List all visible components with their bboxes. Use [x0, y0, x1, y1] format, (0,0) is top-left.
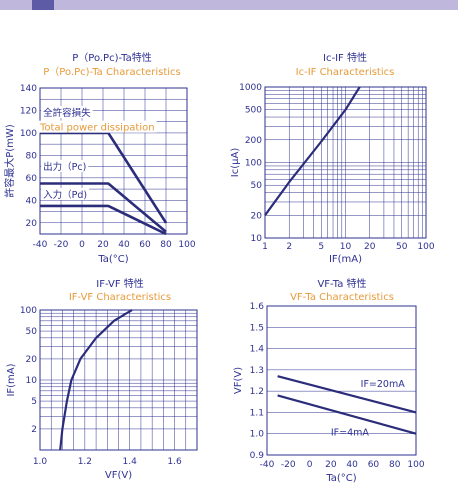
chart-1-annotation-total-jp: 全許容損失	[43, 107, 91, 119]
chart-1-annotation-input: 入力（Pd)	[43, 189, 87, 201]
chart-1-xtick-label: 0	[79, 240, 85, 250]
chart-3-xtick-label: 1.2	[78, 457, 92, 467]
chart-4-xtick-label: -40	[260, 460, 275, 470]
chart-2-xtick-label: 100	[417, 242, 434, 252]
chart-2-ytick-label: 20	[251, 211, 263, 221]
chart-2-series-1-line	[264, 86, 361, 216]
chart-2-xtick-label: 1	[262, 242, 268, 252]
chart-4-xlabel: Ta(°C)	[325, 473, 356, 484]
chart-2-xtick-label: 10	[340, 242, 352, 252]
chart-3-xtick-label: 1.0	[33, 457, 48, 467]
chart-4-ytick-label: 0.9	[250, 451, 265, 461]
chart-1-xtick-label: 60	[139, 240, 151, 250]
chart-2-frame	[264, 86, 427, 239]
chart-4-xtick-label: 40	[346, 460, 358, 470]
chart-2-subtitle: Ic-IF Characteristics	[296, 67, 395, 78]
chart-3-ytick-label: 100	[20, 306, 37, 316]
chart-3-ytick-label: 2	[31, 425, 37, 435]
chart-2-xtick-label: 2	[286, 242, 292, 252]
chart-4-subtitle: VF-Ta Characteristics	[290, 292, 394, 303]
chart-1-ytick-label: 60	[26, 174, 38, 184]
chart-4-xtick-label: 0	[307, 460, 313, 470]
chart-1-frame	[39, 87, 188, 235]
chart-3-ytick-label: 5	[31, 397, 37, 407]
chart-1-ytick-label: 80	[26, 151, 38, 161]
chart-3-ytick-label: 20	[26, 355, 38, 365]
chart-1-xtick-label: -40	[33, 240, 48, 250]
chart-4-series-2-label: IF=4mA	[331, 427, 370, 438]
chart-1-series-1-line	[40, 131, 168, 224]
chart-1-annotation-total-jp-bg	[41, 106, 93, 119]
chart-4-ytick-label: 1.3	[250, 366, 264, 376]
chart-1-xtick-label: -20	[54, 240, 69, 250]
chart-4-series-1-label: IF=20mA	[361, 379, 406, 390]
chart-2-xtick-label: 50	[396, 242, 408, 252]
chart-3-xtick-label: 1.4	[123, 457, 138, 467]
chart-4-xtick-label: -20	[281, 460, 296, 470]
chart-4-xtick-label: 100	[407, 460, 424, 470]
chart-1-annotation-input-bg	[41, 188, 90, 201]
chart-3-xtick-label: 1.6	[167, 457, 182, 467]
chart-2-title: Ic-IF 特性	[323, 51, 367, 64]
chart-1-xtick-label: 80	[160, 240, 172, 250]
chart-3-ytick-label: 50	[26, 327, 38, 337]
chart-1-series-2-line	[40, 182, 167, 233]
chart-4-series-1-line	[277, 375, 417, 414]
chart-1-title: P（Po.Pc)-Ta特性	[72, 51, 152, 64]
chart-4-xtick-label: 80	[389, 460, 401, 470]
chart-2-xtick-label: 20	[364, 242, 376, 252]
chart-4-ytick-label: 1.5	[250, 323, 264, 333]
chart-3-frame	[39, 309, 198, 451]
chart-2-ytick-label: 1000	[239, 83, 262, 93]
chart-1-annotation-output-bg	[41, 159, 89, 172]
chart-2-xtick-label: 5	[318, 242, 324, 252]
chart-1-annotation-total-en-bg	[38, 120, 157, 133]
chart-4-ytick-label: 1.4	[250, 345, 265, 355]
chart-2-ytick-label: 100	[245, 159, 262, 169]
chart-2-ytick-label: 500	[245, 106, 262, 116]
chart-4-ylabel: VF(V)	[233, 367, 244, 394]
chart-4-xtick-label: 20	[325, 460, 337, 470]
chart-2-ytick-label: 10	[251, 234, 263, 244]
chart-2-ylabel: Ic(μA)	[230, 148, 241, 178]
chart-1-series-3-line	[40, 204, 167, 236]
chart-1-ytick-label: 100	[20, 129, 37, 139]
chart-2-grid	[264, 86, 427, 239]
top-banner	[0, 0, 458, 10]
chart-1-ytick-label: 120	[20, 106, 37, 116]
chart-3-title: IF-VF 特性	[96, 277, 144, 290]
chart-1-annotation-output: 出力（Pc)	[43, 161, 86, 173]
chart-1-xtick-label: 40	[118, 240, 130, 250]
chart-1-xtick-label: 100	[178, 240, 195, 250]
chart-3-xlabel: VF(V)	[105, 470, 132, 481]
chart-3-subtitle: IF-VF Characteristics	[69, 292, 171, 303]
chart-4-title: VF-Ta 特性	[317, 277, 366, 290]
top-banner-accent	[32, 0, 54, 10]
chart-1-ytick-label: 140	[20, 84, 37, 94]
chart-2-ytick-label: 50	[251, 181, 263, 191]
chart-3-ylabel: IF(mA)	[6, 363, 17, 396]
chart-4-ytick-label: 1.2	[250, 387, 264, 397]
chart-1-annotation-total-en: Total power dissipation	[39, 123, 155, 134]
chart-3-series-1-line	[59, 309, 133, 451]
chart-2-xlabel: IF(mA)	[329, 254, 362, 265]
chart-1-ytick-label: 20	[26, 219, 38, 229]
chart-1-subtitle: P（Po.Pc)-Ta Characteristics	[43, 66, 180, 78]
chart-3-ytick-label: 10	[26, 376, 38, 386]
chart-1-ytick-label: 40	[26, 196, 38, 206]
chart-4-frame	[266, 305, 417, 456]
chart-3-grid	[39, 309, 198, 451]
chart-4-series-2-line	[277, 394, 417, 435]
chart-2-ytick-label: 200	[245, 136, 262, 146]
chart-1-xlabel: Ta(°C)	[97, 254, 128, 265]
chart-4-xtick-label: 60	[368, 460, 380, 470]
chart-4-ytick-label: 1.6	[250, 302, 265, 312]
chart-4-ytick-label: 1.1	[250, 408, 264, 418]
chart-1-xtick-label: 20	[97, 240, 109, 250]
chart-1-ylabel: 許容最大P(mW)	[3, 124, 16, 198]
chart-4-ytick-label: 1.0	[250, 430, 265, 440]
